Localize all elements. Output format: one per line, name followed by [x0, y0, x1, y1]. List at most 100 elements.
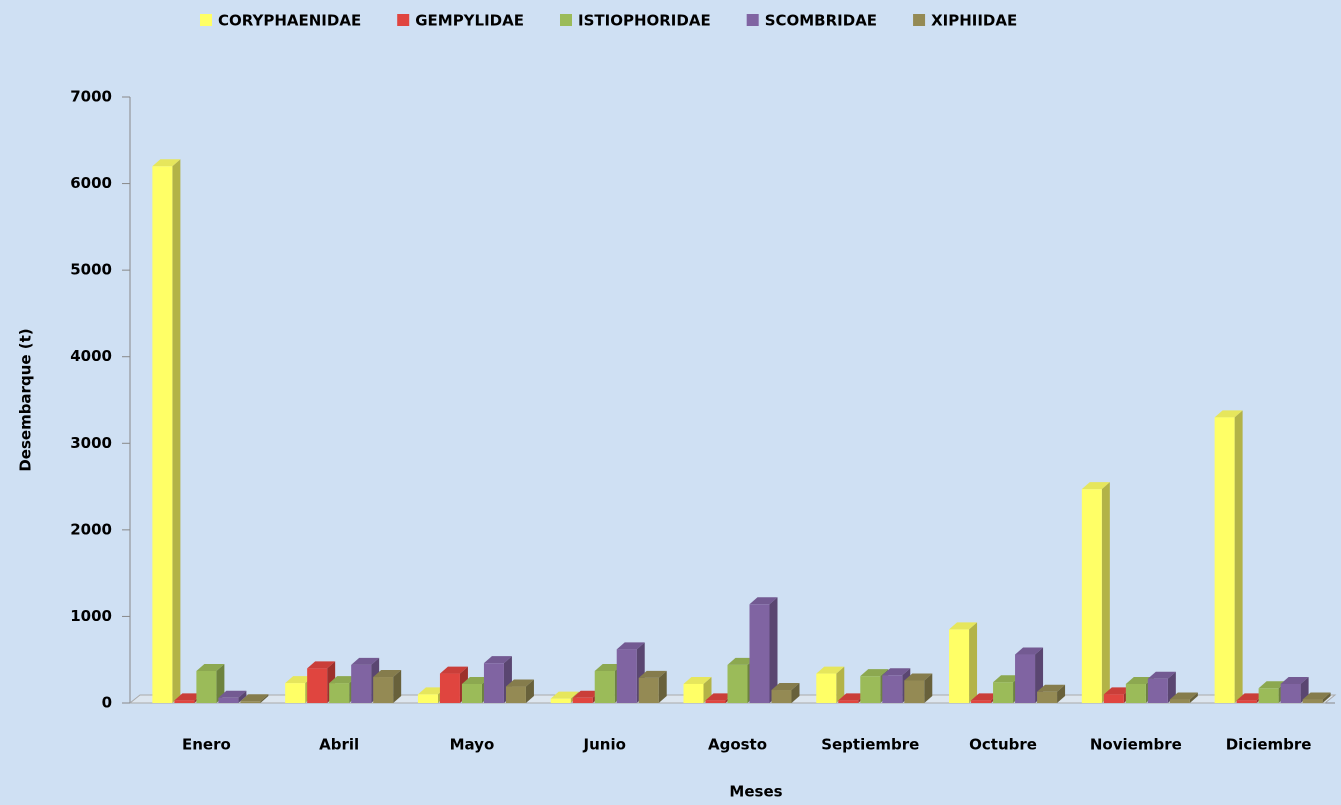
- bar-top: [285, 676, 314, 684]
- bar: [1302, 699, 1323, 703]
- bar: [949, 629, 970, 703]
- bar: [505, 686, 526, 703]
- bar-top: [196, 663, 225, 671]
- bar: [1103, 694, 1124, 703]
- bar: [152, 166, 173, 703]
- bar: [1015, 654, 1036, 703]
- bar-top: [351, 657, 380, 665]
- bar-side: [791, 683, 800, 703]
- bar: [638, 677, 659, 703]
- y-tick-label: 3000: [70, 434, 112, 452]
- bar-top: [218, 690, 247, 698]
- y-axis-title: Desembarque (t): [17, 328, 35, 471]
- bar-top: [1258, 681, 1287, 689]
- x-tick-label: Agosto: [708, 736, 767, 754]
- bar: [771, 690, 792, 703]
- legend-swatch: [560, 14, 572, 26]
- bar-top: [152, 159, 181, 167]
- bar: [882, 675, 903, 703]
- y-tick-label: 4000: [70, 347, 112, 365]
- bar-top: [505, 679, 534, 687]
- y-tick-label: 7000: [70, 88, 112, 106]
- y-tick-label: 5000: [70, 261, 112, 279]
- bar-top: [240, 694, 269, 702]
- bar-top: [373, 670, 402, 678]
- bar: [285, 683, 306, 703]
- bar: [904, 680, 925, 703]
- legend-swatch: [397, 14, 410, 26]
- bar: [174, 700, 195, 703]
- bar-side: [1057, 684, 1066, 703]
- y-tick-label: 2000: [70, 520, 112, 538]
- bar-side: [393, 670, 402, 703]
- bar: [727, 664, 748, 703]
- bar-side: [836, 666, 845, 703]
- bar-top: [1302, 692, 1331, 700]
- bar-top: [1081, 482, 1110, 490]
- bar: [483, 663, 504, 703]
- bar: [461, 683, 482, 703]
- bar-top: [705, 693, 734, 701]
- bar: [838, 700, 859, 703]
- bar-top: [949, 622, 978, 630]
- x-tick-label: Noviembre: [1090, 736, 1182, 754]
- bar-top: [1236, 693, 1265, 701]
- bar-top: [439, 666, 468, 674]
- bar: [1214, 417, 1235, 703]
- bar-side: [969, 622, 978, 703]
- x-tick-label: Septiembre: [821, 736, 919, 754]
- bar-side: [238, 690, 247, 703]
- legend-label: SCOMBRIDAE: [765, 12, 877, 30]
- x-tick-label: Diciembre: [1226, 736, 1312, 754]
- bar: [683, 683, 704, 703]
- bar-side: [1101, 482, 1110, 703]
- bar: [351, 664, 372, 703]
- bar-side: [216, 663, 225, 703]
- bar: [860, 676, 881, 703]
- bar-top: [1015, 647, 1044, 655]
- legend-swatch: [200, 14, 212, 26]
- bar: [439, 673, 460, 703]
- bar-top: [307, 661, 336, 669]
- bar: [1169, 699, 1190, 703]
- bar-top: [1280, 676, 1309, 684]
- bar-top: [1214, 410, 1243, 418]
- legend-label: XIPHIIDAE: [931, 12, 1017, 30]
- bar: [417, 694, 438, 703]
- bar: [307, 668, 328, 703]
- bar: [572, 697, 593, 703]
- bar-top: [1103, 687, 1132, 695]
- bar-top: [329, 676, 358, 684]
- bar: [240, 701, 261, 703]
- x-tick-label: Octubre: [969, 736, 1037, 754]
- bar: [993, 682, 1014, 703]
- bar-top: [727, 657, 756, 665]
- bar: [196, 670, 217, 703]
- bar: [373, 677, 394, 703]
- bar-side: [1322, 692, 1331, 703]
- bar-side: [260, 694, 269, 703]
- x-tick-label: Junio: [583, 736, 626, 754]
- bar-top: [816, 666, 845, 674]
- bar-top: [683, 676, 712, 684]
- x-tick-label: Enero: [182, 736, 231, 754]
- bar: [705, 700, 726, 703]
- bar: [749, 604, 770, 703]
- bar-side: [172, 159, 181, 703]
- bar-top: [572, 690, 601, 698]
- bar-side: [769, 597, 778, 703]
- bar: [1081, 489, 1102, 703]
- bar-top: [483, 656, 512, 664]
- bar-top: [638, 670, 667, 678]
- bar: [1125, 683, 1146, 703]
- bar-top: [594, 663, 623, 671]
- legend-label: GEMPYLIDAE: [415, 12, 524, 30]
- bar-top: [550, 691, 579, 699]
- bar-side: [1167, 671, 1176, 703]
- bar: [1147, 678, 1168, 703]
- bar-top: [771, 683, 800, 691]
- bar: [1037, 691, 1058, 703]
- bar-top: [461, 676, 490, 684]
- bar: [1280, 683, 1301, 703]
